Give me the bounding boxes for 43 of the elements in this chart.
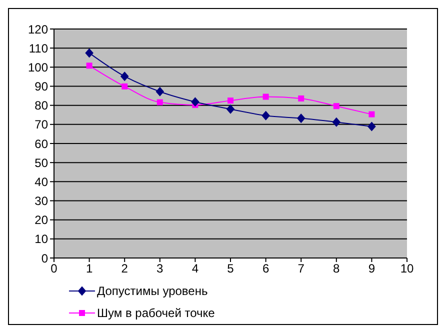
point xyxy=(297,114,306,123)
x-tick-label: 1 xyxy=(86,262,93,276)
y-tick-label: 30 xyxy=(34,194,48,208)
point xyxy=(156,99,163,106)
point xyxy=(120,72,129,81)
x-tick-label: 9 xyxy=(368,262,376,276)
point xyxy=(333,103,340,110)
y-tick-label: 20 xyxy=(34,213,48,228)
y-tick-label: 0 xyxy=(41,251,48,266)
point xyxy=(262,111,270,120)
y-tick-label: 100 xyxy=(28,60,48,74)
point xyxy=(191,97,200,106)
x-tick-label: 0 xyxy=(50,262,58,276)
y-tick-label: 110 xyxy=(28,41,48,56)
x-tick-label: 2 xyxy=(121,262,128,276)
point xyxy=(262,94,269,100)
x-tick-label: 3 xyxy=(156,262,164,276)
point xyxy=(226,104,234,114)
x-tick-label: 4 xyxy=(192,262,199,276)
legend-label: Допустимы уровень xyxy=(97,284,208,298)
point xyxy=(298,95,304,102)
x-tick-label: 10 xyxy=(400,262,414,276)
y-tick-label: 50 xyxy=(34,156,48,170)
y-tick-label: 10 xyxy=(34,232,48,246)
legend-label: Шум в рабочей точке xyxy=(97,306,215,320)
point xyxy=(332,118,340,127)
y-tick-label: 60 xyxy=(34,136,48,151)
point xyxy=(122,83,128,90)
y-tick-label: 40 xyxy=(34,174,48,189)
y-tick-label: 120 xyxy=(28,22,48,36)
x-tick-label: 7 xyxy=(298,262,305,276)
point xyxy=(85,48,94,58)
x-tick-label: 5 xyxy=(227,262,234,276)
point xyxy=(368,111,375,118)
y-tick-label: 80 xyxy=(34,98,48,113)
x-tick-label: 6 xyxy=(262,262,270,276)
point xyxy=(368,122,376,132)
y-tick-label: 70 xyxy=(34,118,48,132)
point xyxy=(156,87,164,96)
y-tick-label: 90 xyxy=(34,80,48,94)
x-tick-label: 8 xyxy=(333,262,340,276)
point xyxy=(86,62,92,69)
point xyxy=(228,98,234,104)
